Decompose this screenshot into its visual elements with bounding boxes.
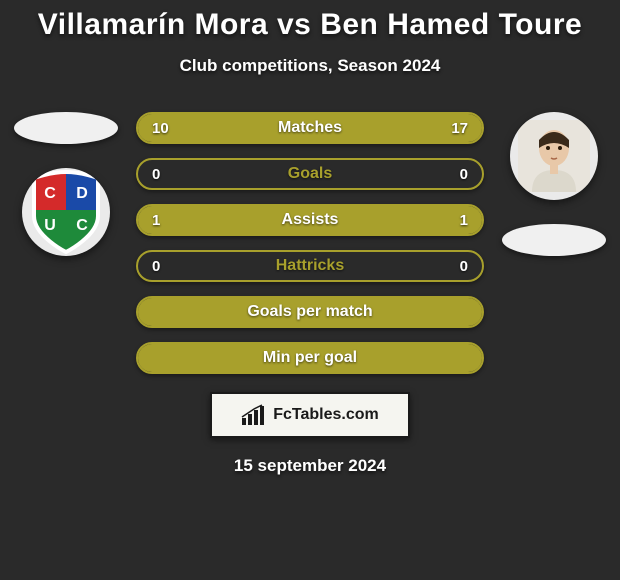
stat-value-left: 0 bbox=[152, 258, 160, 275]
page-title: Villamarín Mora vs Ben Hamed Toure bbox=[0, 8, 620, 42]
stat-label: Goals per match bbox=[138, 303, 482, 321]
shield-icon: C D U C bbox=[30, 170, 102, 254]
svg-text:C: C bbox=[44, 185, 56, 202]
chart-icon bbox=[241, 404, 267, 426]
person-icon bbox=[518, 120, 590, 192]
stat-value-left: 10 bbox=[152, 120, 169, 137]
stat-value-right: 0 bbox=[460, 166, 468, 183]
stat-row: Goals0 0 bbox=[136, 158, 484, 190]
stat-value-right: 17 bbox=[451, 120, 468, 137]
stat-row: Assists1 1 bbox=[136, 204, 484, 236]
stats-col: Matches1017Goals00Assists11Hattricks00Go… bbox=[136, 112, 484, 374]
stat-value-right: 1 bbox=[460, 212, 468, 229]
svg-text:U: U bbox=[44, 217, 56, 234]
stat-label: Goals bbox=[138, 165, 482, 183]
stat-row: Goals per match bbox=[136, 296, 484, 328]
player-right-col bbox=[500, 112, 608, 256]
stat-value-left: 0 bbox=[152, 166, 160, 183]
brand-text: FcTables.com bbox=[273, 406, 379, 424]
stat-value-left: 1 bbox=[152, 212, 160, 229]
right-player-avatar bbox=[510, 112, 598, 200]
player-left-col: C D U C bbox=[12, 112, 120, 256]
left-club-badge: C D U C bbox=[22, 168, 110, 256]
stat-label: Min per goal bbox=[138, 349, 482, 367]
brand-box[interactable]: FcTables.com bbox=[210, 392, 410, 438]
stat-label: Hattricks bbox=[138, 257, 482, 275]
subtitle: Club competitions, Season 2024 bbox=[0, 56, 620, 76]
stat-row: Min per goal bbox=[136, 342, 484, 374]
stat-value-right: 0 bbox=[460, 258, 468, 275]
date-text: 15 september 2024 bbox=[0, 456, 620, 476]
svg-text:C: C bbox=[76, 217, 88, 234]
stat-label: Assists bbox=[138, 211, 482, 229]
stat-row: Hattricks0 0 bbox=[136, 250, 484, 282]
svg-text:D: D bbox=[76, 185, 88, 202]
comparison-row: C D U C Matches1017Goals00Assists11Hattr… bbox=[0, 112, 620, 374]
stat-label: Matches bbox=[138, 119, 482, 137]
right-player-plate bbox=[502, 224, 606, 256]
stat-row: Matches10 17 bbox=[136, 112, 484, 144]
left-player-plate bbox=[14, 112, 118, 144]
